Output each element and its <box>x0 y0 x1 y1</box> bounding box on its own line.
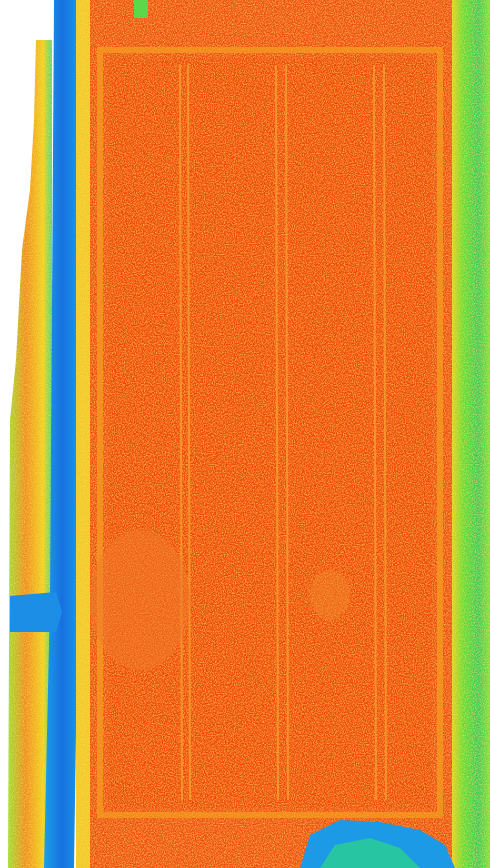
lighter-patch <box>90 530 190 670</box>
ndvi-image <box>0 0 490 868</box>
lighter-patch <box>310 570 350 620</box>
top-spot <box>134 0 148 18</box>
page <box>0 0 490 868</box>
right-vegetation <box>452 0 490 868</box>
road-branch <box>10 592 62 632</box>
